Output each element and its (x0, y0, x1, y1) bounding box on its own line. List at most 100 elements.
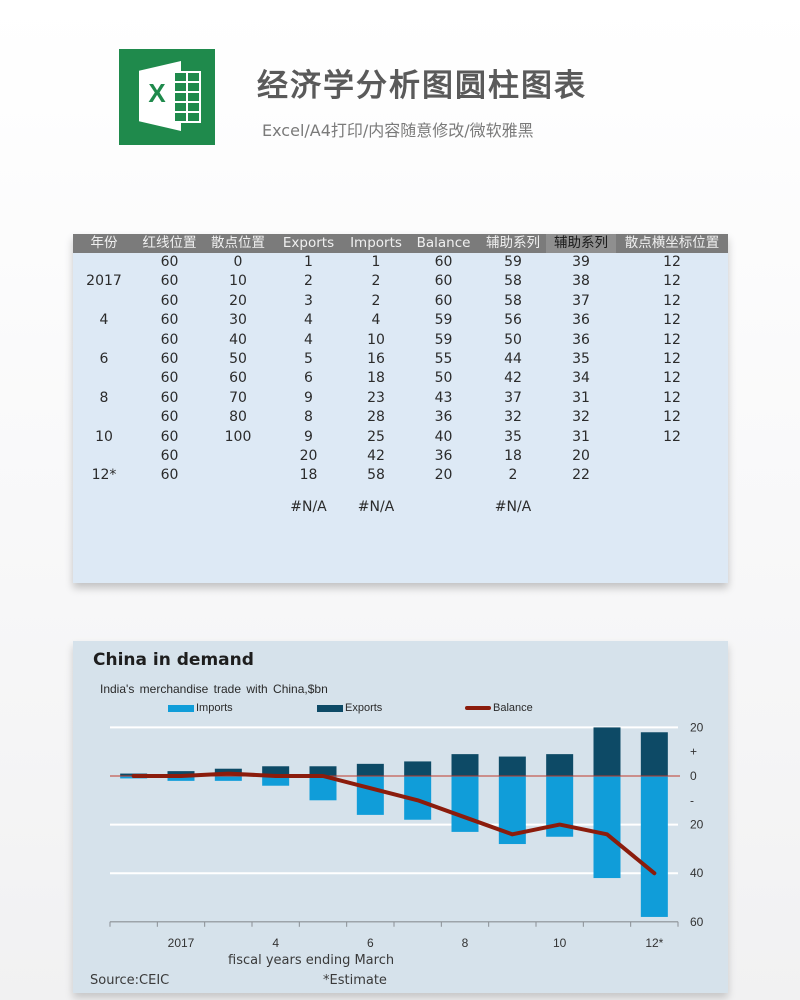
table-cell[interactable]: 37 (504, 389, 522, 406)
table-cell[interactable]: 20 (434, 467, 453, 484)
table-cell[interactable]: 55 (434, 350, 453, 367)
table-cell[interactable] (616, 498, 728, 517)
table-cell[interactable]: 5 (304, 350, 313, 367)
table-cell[interactable]: 60 (160, 447, 179, 464)
table-cell[interactable]: 40 (434, 428, 453, 445)
table-cell[interactable]: 31 (572, 389, 590, 406)
table-cell[interactable]: 50 (504, 331, 522, 348)
table-cell[interactable]: 2 (304, 273, 313, 290)
column-header[interactable]: 散点位置 (211, 235, 265, 251)
table-cell[interactable]: 20 (572, 447, 590, 464)
table-cell[interactable]: 9 (304, 428, 313, 445)
table-cell[interactable]: 35 (572, 350, 590, 367)
table-cell[interactable]: 60 (160, 331, 179, 348)
table-cell[interactable]: 10 (95, 428, 113, 445)
table-cell[interactable]: #N/A (494, 498, 532, 515)
table-cell[interactable]: 60 (434, 292, 453, 309)
table-cell[interactable]: 60 (160, 370, 179, 387)
table-cell[interactable]: 16 (367, 350, 385, 367)
table-cell[interactable]: 8 (99, 389, 109, 406)
table-cell[interactable]: 60 (160, 409, 179, 426)
table-cell[interactable]: 12 (663, 428, 681, 445)
table-cell[interactable]: 1 (371, 254, 381, 270)
column-header[interactable]: Imports (350, 235, 402, 251)
table-cell[interactable] (73, 331, 135, 350)
table-cell[interactable]: 10 (367, 331, 385, 348)
table-cell[interactable]: 37 (572, 292, 590, 309)
table-cell[interactable]: 12* (91, 467, 117, 484)
table-cell[interactable]: 1 (304, 254, 313, 270)
table-cell[interactable]: 58 (504, 292, 522, 309)
table-cell[interactable]: 39 (572, 254, 590, 270)
table-cell[interactable]: 4 (304, 312, 313, 329)
table-cell[interactable] (73, 253, 135, 272)
table-cell[interactable]: 20 (299, 447, 318, 464)
table-cell[interactable]: 44 (504, 350, 522, 367)
table-cell[interactable]: 0 (233, 254, 243, 270)
table-cell[interactable]: 58 (504, 273, 522, 290)
table-cell[interactable]: 60 (160, 350, 179, 367)
table-cell[interactable]: 60 (434, 254, 453, 270)
table-cell[interactable] (546, 498, 616, 517)
table-cell[interactable]: 18 (504, 447, 522, 464)
column-header[interactable]: 年份 (90, 235, 118, 251)
table-cell[interactable]: 6 (99, 350, 109, 367)
table-cell[interactable]: 6 (304, 370, 313, 387)
table-cell[interactable]: 34 (572, 370, 590, 387)
table-cell[interactable]: 9 (304, 389, 313, 406)
table-cell[interactable]: 35 (504, 428, 522, 445)
table-cell[interactable]: 36 (572, 331, 590, 348)
table-cell[interactable]: 4 (304, 331, 313, 348)
table-cell[interactable]: 60 (160, 389, 179, 406)
table-cell[interactable]: 2 (371, 292, 381, 309)
table-cell[interactable]: 32 (504, 409, 522, 426)
table-cell[interactable]: 10 (229, 273, 247, 290)
table-cell[interactable]: 59 (504, 254, 522, 270)
table-cell[interactable] (204, 466, 272, 485)
table-cell[interactable]: 60 (160, 254, 179, 270)
table-cell[interactable] (73, 408, 135, 427)
table-cell[interactable]: 30 (229, 312, 247, 329)
table-cell[interactable]: 12 (663, 350, 681, 367)
table-cell[interactable]: 42 (504, 370, 522, 387)
table-cell[interactable]: 32 (572, 409, 590, 426)
table-cell[interactable]: 3 (304, 292, 313, 309)
table-cell[interactable]: 12 (663, 389, 681, 406)
table-cell[interactable]: 4 (371, 312, 381, 329)
table-cell[interactable]: 60 (160, 428, 179, 445)
table-cell[interactable]: 25 (367, 428, 385, 445)
table-cell[interactable]: 23 (367, 389, 385, 406)
table-cell[interactable] (73, 292, 135, 311)
table-cell[interactable]: 58 (367, 467, 385, 484)
table-cell[interactable]: 80 (229, 409, 247, 426)
table-cell[interactable] (616, 447, 728, 466)
table-cell[interactable] (204, 447, 272, 466)
table-cell[interactable]: 12 (663, 331, 681, 348)
table-cell[interactable]: 50 (434, 370, 453, 387)
table-cell[interactable]: 60 (229, 370, 247, 387)
table-cell[interactable]: #N/A (357, 498, 395, 515)
table-cell[interactable]: 56 (504, 312, 522, 329)
table-cell[interactable]: 12 (663, 409, 681, 426)
table-cell[interactable]: 18 (367, 370, 385, 387)
table-cell[interactable]: 60 (160, 467, 179, 484)
column-header-selected[interactable]: 辅助系列 (546, 234, 616, 253)
column-header[interactable]: 红线位置 (142, 235, 197, 251)
table-cell[interactable] (135, 498, 204, 517)
table-cell[interactable]: 2 (508, 467, 518, 484)
table-cell[interactable]: 36 (434, 409, 453, 426)
table-cell[interactable]: 12 (663, 273, 681, 290)
column-header[interactable]: 辅助系列 (486, 235, 540, 251)
table-cell[interactable]: 60 (434, 273, 453, 290)
column-header[interactable]: Balance (416, 235, 471, 251)
table-cell[interactable]: 60 (160, 312, 179, 329)
table-cell[interactable]: 50 (229, 350, 247, 367)
table-cell[interactable] (73, 369, 135, 388)
table-cell[interactable]: 59 (434, 312, 453, 329)
table-cell[interactable]: 38 (572, 273, 590, 290)
column-header[interactable]: 散点横坐标位置 (624, 235, 720, 251)
table-cell[interactable]: 12 (663, 312, 681, 329)
table-cell[interactable]: 2 (371, 273, 381, 290)
table-cell[interactable]: 70 (229, 389, 247, 406)
table-cell[interactable] (204, 498, 272, 517)
